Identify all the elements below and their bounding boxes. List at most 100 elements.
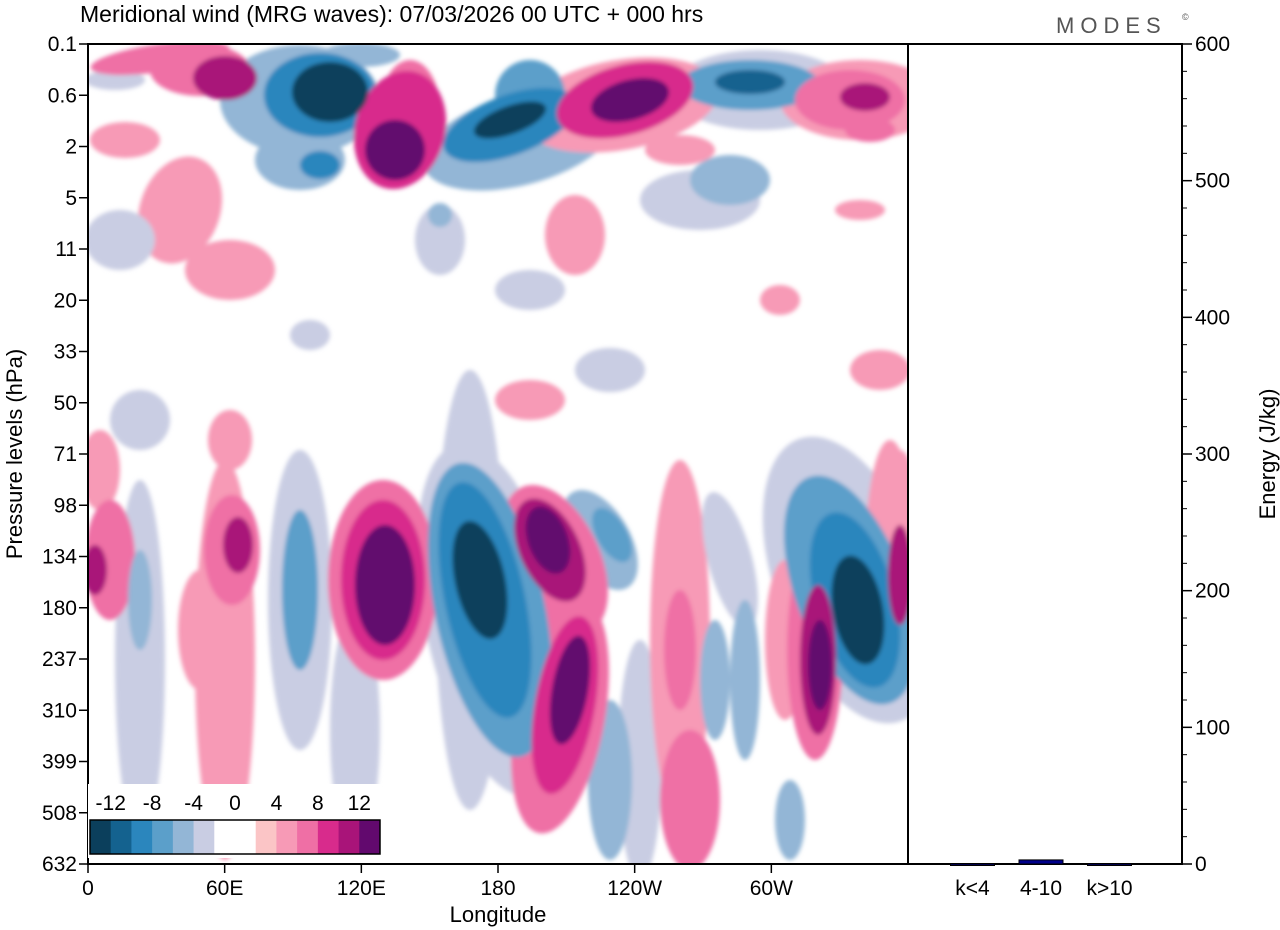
positive-wind-contour: [525, 506, 571, 574]
positive-wind-contour: [645, 135, 715, 165]
negative-wind-contour: [592, 507, 632, 563]
positive-wind-contour: [178, 570, 222, 690]
negative-wind-contour: [831, 555, 885, 665]
positive-wind-contour: [840, 83, 890, 111]
negative-wind-contour: [702, 492, 758, 628]
positive-wind-contour: [660, 730, 720, 864]
positive-wind-contour: [88, 545, 107, 595]
positive-wind-contour: [223, 517, 253, 573]
positive-wind-contour: [208, 410, 252, 470]
x-tick-label: 60E: [206, 877, 243, 900]
negative-wind-contour: [282, 510, 318, 670]
negative-wind-contour: [775, 780, 805, 860]
positive-wind-contour: [90, 122, 160, 158]
contour-fields: [88, 44, 908, 864]
negative-wind-contour: [110, 390, 170, 450]
colorbar-swatch: [193, 820, 215, 854]
energy-axis-label: Energy (J/kg): [1255, 389, 1280, 520]
y-tick-label: 134: [42, 546, 77, 569]
colorbar-label: -4: [184, 792, 203, 815]
colorbar-swatch: [110, 820, 132, 854]
colorbar-swatch: [172, 820, 195, 854]
positive-wind-contour: [664, 590, 696, 710]
colorbar-swatch: [235, 820, 257, 854]
energy-tick-label: 500: [1195, 170, 1230, 193]
pressure-axis: 0.1 0.6 2 5 11 20 33 50 71 98 134 180 237 310 399 508 63…: [42, 33, 88, 876]
colorbar-label: 8: [312, 792, 324, 815]
y-tick-label: 98: [54, 494, 77, 517]
negative-wind-contour: [88, 70, 145, 90]
colorbar-swatch: [131, 820, 153, 854]
energy-tick-label: 600: [1195, 33, 1230, 56]
colorbar-swatch: [255, 820, 277, 854]
negative-wind-contour: [292, 62, 368, 122]
colorbar-swatch: [317, 820, 340, 854]
colorbar-swatch: [276, 820, 298, 854]
x-axis-label: Longitude: [450, 902, 547, 927]
colorbar-label: 0: [229, 792, 241, 815]
negative-wind-contour: [290, 320, 330, 350]
y-tick-label: 0.1: [48, 33, 77, 56]
y-tick-label: 20: [54, 289, 77, 312]
y-tick-label: 11: [55, 238, 77, 261]
energy-panel: k<4 4-10 k>10 0 100 200 300 400 500 600 Energy (…: [907, 33, 1280, 900]
negative-wind-contour: [575, 348, 645, 392]
positive-wind-contour: [591, 78, 669, 122]
positive-wind-contour: [760, 285, 800, 315]
energy-axis: 0 100 200 300 400 500 600: [1182, 33, 1230, 876]
energy-bars: k<4 4-10 k>10: [950, 859, 1133, 900]
longitude-axis: 0 60E 120E 180 120W 60W: [82, 864, 793, 900]
positive-wind-contour: [549, 635, 591, 745]
y-tick-label: 632: [42, 853, 77, 876]
y-tick-label: 508: [42, 802, 77, 825]
y-axis-label: Pressure levels (hPa): [2, 349, 27, 559]
colorbar-label: 4: [271, 792, 283, 815]
chart-title: Meridional wind (MRG waves): 07/03/2026 …: [80, 1, 703, 27]
logo-text: MODES: [1056, 13, 1167, 38]
logo-mark: ©: [1182, 12, 1189, 22]
energy-tick-label: 0: [1195, 853, 1207, 876]
x-tick-label: 120E: [337, 877, 386, 900]
positive-wind-contour: [185, 240, 275, 300]
y-tick-label: 0.6: [48, 84, 77, 107]
positive-wind-contour: [545, 195, 605, 275]
energy-bar: [1087, 863, 1132, 866]
y-tick-label: 33: [54, 341, 77, 364]
energy-category-label: k>10: [1086, 877, 1132, 900]
y-tick-label: 5: [65, 187, 77, 210]
negative-wind-contour: [452, 521, 508, 639]
colorbar-swatch: [338, 820, 360, 854]
colorbar-label: -12: [96, 792, 126, 815]
colorbar-swatch: [152, 820, 174, 854]
positive-wind-contour: [137, 156, 223, 264]
x-tick-label: 120W: [607, 877, 662, 900]
positive-wind-contour: [370, 545, 400, 615]
negative-wind-contour: [300, 151, 340, 179]
positive-wind-contour: [495, 380, 565, 420]
negative-wind-contour: [730, 600, 760, 760]
negative-wind-contour: [495, 270, 565, 310]
energy-tick-label: 400: [1195, 306, 1230, 329]
positive-wind-contour: [365, 120, 425, 180]
energy-tick-label: 300: [1195, 443, 1230, 466]
positive-wind-contour: [808, 620, 832, 710]
negative-wind-contour: [415, 205, 465, 275]
negative-wind-contour: [88, 210, 155, 270]
colorbar-label: -8: [143, 792, 162, 815]
positive-wind-contour: [193, 56, 257, 100]
energy-tick-label: 100: [1195, 716, 1230, 739]
positive-wind-contour: [835, 200, 885, 220]
negative-wind-contour: [690, 155, 770, 205]
energy-category-label: k<4: [955, 877, 990, 900]
energy-frame: [907, 43, 1183, 865]
x-tick-label: 0: [82, 877, 94, 900]
negative-wind-contour: [715, 70, 785, 94]
positive-wind-contour: [88, 430, 120, 510]
positive-wind-contour: [888, 525, 908, 625]
energy-bar: [950, 863, 995, 866]
colorbar-swatch: [359, 820, 381, 854]
colorbar-frame: [89, 819, 381, 855]
negative-wind-contour: [428, 203, 452, 227]
colorbar: -12 -8 -4 0 4 8 12: [88, 784, 382, 858]
